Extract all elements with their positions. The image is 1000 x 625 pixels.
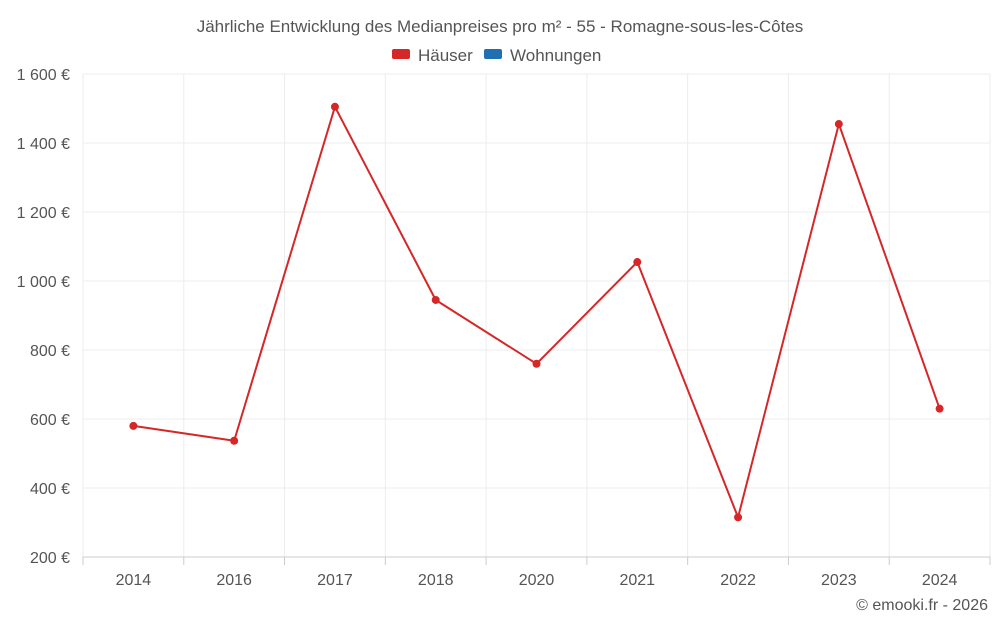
data-point-hauser[interactable] — [330, 102, 339, 111]
legend-swatch-hauser[interactable] — [392, 49, 410, 59]
legend-label-wohnungen[interactable]: Wohnungen — [510, 46, 601, 65]
x-axis: 2014 2016 2017 2018 2020 2021 2022 2023 2024 — [82, 557, 991, 589]
x-tick-label: 2024 — [922, 572, 958, 589]
legend-swatch-wohnungen[interactable] — [484, 49, 502, 59]
y-tick-label: 800 € — [30, 343, 70, 360]
data-point-hauser[interactable] — [129, 421, 138, 430]
legend: Häuser Wohnungen — [392, 46, 601, 65]
y-tick-label: 1 000 € — [17, 274, 70, 291]
x-tick-label: 2023 — [821, 572, 857, 589]
x-tick-label: 2018 — [418, 572, 454, 589]
y-tick-label: 400 € — [30, 481, 70, 498]
data-point-hauser[interactable] — [230, 436, 239, 445]
data-point-hauser[interactable] — [532, 359, 541, 368]
data-point-hauser[interactable] — [834, 120, 843, 129]
x-tick-label: 2016 — [216, 572, 252, 589]
y-tick-label: 200 € — [30, 550, 70, 567]
x-tick-label: 2022 — [720, 572, 756, 589]
data-point-hauser[interactable] — [935, 404, 944, 413]
data-point-hauser[interactable] — [633, 258, 642, 267]
series-line-hauser — [133, 105, 941, 519]
x-tick-label: 2020 — [519, 572, 555, 589]
x-tick-label: 2014 — [116, 572, 152, 589]
x-tick-label: 2017 — [317, 572, 353, 589]
data-point-hauser[interactable] — [734, 513, 743, 522]
y-axis: 200 € 400 € 600 € 800 € 1 000 € 1 200 € 1 400 … — [17, 67, 70, 567]
credit-text: © emooki.fr - 2026 — [856, 597, 988, 614]
vertical-grid — [82, 74, 991, 557]
x-tick-label: 2021 — [619, 572, 655, 589]
data-point-hauser[interactable] — [431, 295, 440, 304]
y-tick-label: 1 600 € — [17, 67, 70, 84]
horizontal-grid — [83, 73, 990, 558]
chart-title: Jährliche Entwicklung des Medianpreises … — [197, 17, 804, 36]
legend-label-hauser[interactable]: Häuser — [418, 46, 473, 65]
y-tick-label: 1 200 € — [17, 205, 70, 222]
series-hauser — [129, 102, 944, 522]
y-tick-label: 600 € — [30, 412, 70, 429]
y-tick-label: 1 400 € — [17, 136, 70, 153]
